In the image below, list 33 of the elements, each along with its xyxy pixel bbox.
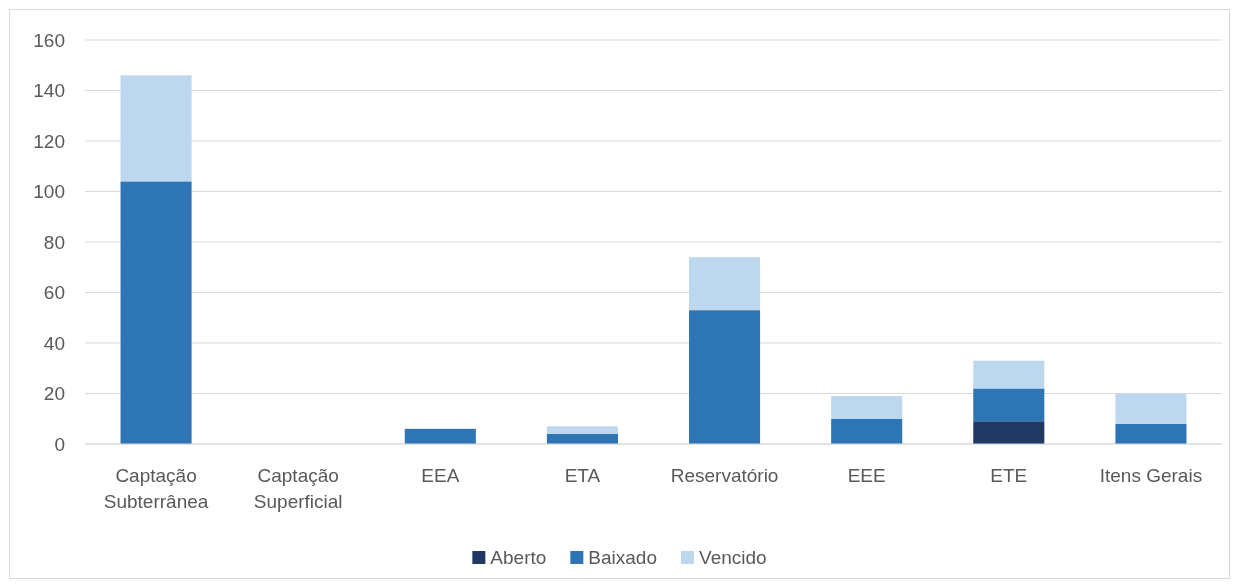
bar	[689, 310, 761, 444]
bar	[1115, 393, 1187, 424]
bar	[120, 75, 192, 182]
legend-label: Vencido	[699, 547, 767, 568]
x-tick-label: EEE	[847, 465, 886, 486]
x-tick-label: ETA	[564, 465, 601, 486]
y-tick-label: 60	[43, 282, 65, 304]
bar	[120, 181, 192, 444]
x-tick-label: Captação Superficial	[253, 465, 343, 512]
y-tick-label: 140	[33, 80, 65, 102]
legend-label: Baixado	[588, 547, 658, 568]
y-tick-label: 80	[43, 231, 65, 253]
x-tick-label: Captação Subterrânea	[103, 465, 209, 512]
y-tick-label: 0	[54, 433, 65, 455]
bar	[973, 421, 1045, 444]
y-tick-label: 100	[33, 181, 65, 203]
bar	[973, 388, 1045, 422]
bar	[831, 418, 903, 444]
x-tick-label: EEA	[421, 465, 460, 486]
x-tick-label: Itens Gerais	[1099, 465, 1203, 486]
y-tick-label: 160	[33, 29, 65, 51]
x-tick-label: Reservatório	[670, 465, 779, 486]
bar	[689, 257, 761, 311]
y-tick-label: 20	[43, 383, 65, 405]
bar	[831, 396, 903, 419]
y-tick-label: 40	[43, 332, 65, 354]
bar	[1115, 423, 1187, 444]
bar	[973, 360, 1045, 389]
x-tick-label: ETE	[990, 465, 1028, 486]
bar	[546, 426, 618, 434]
y-tick-label: 120	[33, 130, 65, 152]
bar	[404, 428, 476, 444]
legend-label: Aberto	[490, 547, 547, 568]
